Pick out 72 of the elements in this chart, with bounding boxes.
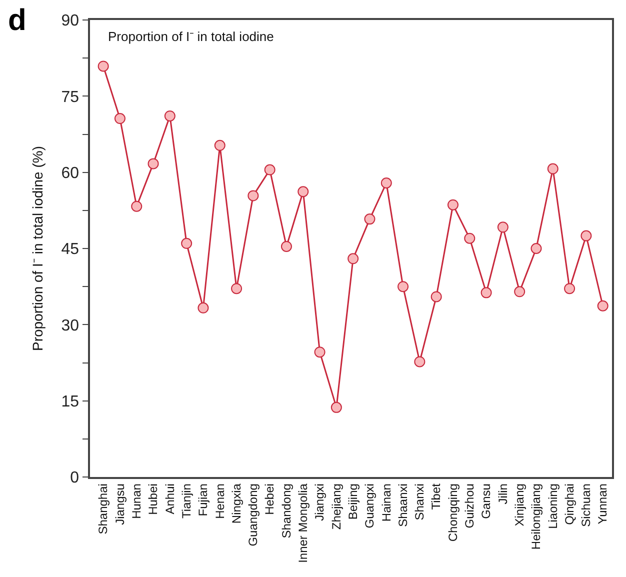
x-tick-label: Jiangxi [312, 484, 327, 521]
x-tick-label: Chongqing [446, 484, 460, 542]
x-tick-label: Guizhou [462, 484, 477, 528]
point [380, 178, 392, 188]
point [181, 238, 192, 249]
point [231, 283, 242, 294]
x-tick-label: Jiangsu [112, 484, 127, 525]
point [280, 240, 292, 252]
x-tick-label: Yunnan [596, 484, 610, 524]
x-tick-label: Hainan [379, 484, 394, 522]
point [114, 113, 126, 124]
point [564, 283, 576, 294]
point [131, 200, 142, 212]
point [464, 232, 476, 244]
point [414, 356, 426, 368]
x-tick-label: Henan [212, 484, 227, 519]
y-tick-label: 15 [61, 393, 80, 410]
y-tick-label: 45 [61, 241, 80, 258]
point [480, 287, 492, 298]
x-tick-label: Beijing [346, 484, 360, 520]
x-tick-label: Shanghai [96, 484, 110, 534]
annotation: Proportion of I⁻ in total iodine [108, 29, 274, 44]
point [398, 281, 409, 292]
point [198, 302, 209, 314]
point [298, 186, 309, 198]
x-tick-label: Jilin [496, 484, 510, 504]
point [214, 140, 226, 151]
x-tick-label: Guangdong [246, 484, 260, 546]
point [248, 190, 259, 202]
y-tick-label: 60 [61, 164, 80, 182]
x-tick-label: Liaoning [546, 484, 560, 529]
y-tick-label: 75 [61, 88, 80, 106]
y-tick-label: 0 [70, 470, 80, 487]
x-tick-label: Xinjiang [512, 484, 526, 526]
point [148, 158, 159, 170]
point [547, 163, 558, 174]
x-tick-label: Hubei [146, 484, 160, 515]
text: d [8, 4, 26, 37]
x-tick-label: Anhui [162, 484, 177, 514]
point [597, 300, 608, 312]
x-tick-label: Heilongjiang [529, 484, 544, 550]
point [530, 243, 542, 254]
point [430, 291, 442, 302]
x-tick-label: Gansu [479, 484, 494, 519]
y-tick-label: 30 [61, 317, 80, 334]
x-tick-label: Hebei [262, 484, 277, 515]
x-tick-label: Shanxi [412, 484, 427, 520]
x-tick-label: Inner Mongolia [296, 483, 310, 563]
x-tick-label: Shaanxi [396, 484, 410, 527]
point [580, 230, 592, 242]
x-tick-label: Ningxia [229, 483, 244, 524]
x-tick-label: Zhejiang [329, 484, 344, 530]
point [98, 60, 109, 72]
x-tick-label: Sichuan [579, 484, 594, 527]
x-tick-label: Qinghai [562, 484, 576, 525]
x-tick-label: Tianjin [179, 484, 194, 518]
point [314, 346, 326, 358]
x-tick-label: Guangxi [362, 484, 377, 528]
y-axis-title: Proportion of I⁻ in total iodine (%) [29, 146, 46, 351]
point [348, 253, 359, 264]
x-tick-label: Shandong [279, 484, 294, 538]
x-tick-label: Tibet [429, 482, 444, 510]
point [364, 214, 376, 225]
point [497, 222, 508, 233]
point [514, 286, 526, 298]
point [264, 164, 276, 176]
point [164, 110, 176, 122]
point [447, 199, 458, 210]
x-tick-label: Hunan [130, 484, 144, 519]
point [330, 402, 342, 413]
x-tick-label: Fujian [196, 484, 210, 516]
y-tick-label: 90 [61, 12, 80, 30]
